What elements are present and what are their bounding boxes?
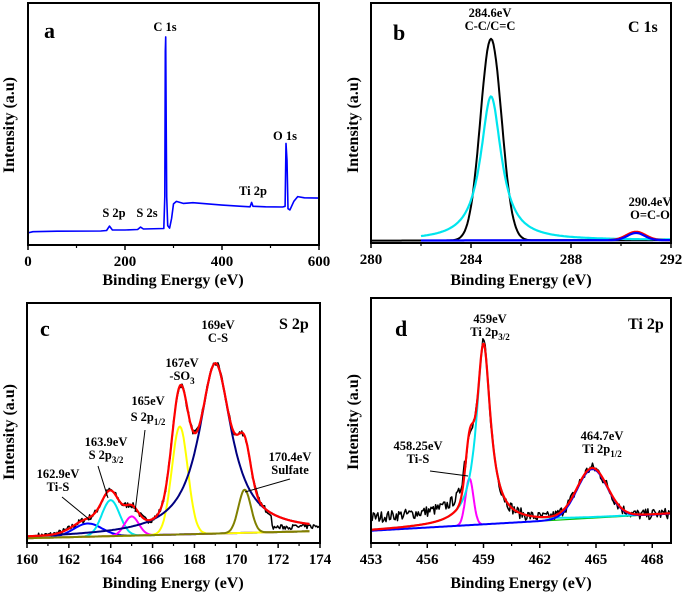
x-axis-label-a: Binding Energy (eV) [102, 272, 244, 289]
ann-sub: 3/2 [498, 331, 510, 342]
x-tick-label: 288 [560, 252, 583, 268]
panel-letter-a: a [44, 18, 55, 43]
annotation-leader-line [97, 465, 109, 499]
peak-curve-data-0 [371, 37, 671, 242]
ann-line: 290.4eV [628, 195, 672, 209]
panel-title-b: C 1s [628, 19, 658, 36]
ann-line: 170.4eV [268, 450, 312, 464]
annotation-290-4: 290.4eV O=C-O [629, 196, 672, 221]
ann-line: 458.25eV [393, 439, 443, 453]
panel-title-c: S 2p [279, 316, 309, 333]
plot-frame-d [370, 297, 672, 544]
ann-line: Ti 2p [582, 441, 611, 456]
x-tick-label: 166 [141, 552, 164, 568]
x-tick-label: 400 [211, 254, 234, 270]
annotation-458-25: 458.25eV Ti-S [394, 440, 443, 465]
annotation-464-7: 464.7eV Ti 2p1/2 [581, 430, 624, 459]
y-axis-label-b: Intensity (a.u) [345, 76, 362, 174]
fit-component-5 [27, 488, 310, 540]
x-tick-label: 174 [309, 552, 332, 568]
ann-line: -SO [169, 368, 191, 383]
ann-sub: 3/2 [111, 454, 124, 465]
x-tick-label: 284 [460, 252, 483, 268]
annotation-c1s: C 1s [153, 20, 177, 34]
annotation-leader-line [61, 496, 91, 521]
fit-envelope-line [370, 342, 672, 531]
x-tick-label: 292 [660, 252, 683, 268]
x-tick-label: 162 [58, 552, 81, 568]
annotation-163-9: 163.9eV S 2p3/2 [85, 436, 128, 465]
raw-data-line [370, 338, 672, 523]
x-tick-label: 468 [641, 552, 664, 568]
ann-line: 167eV [165, 356, 199, 370]
ann-line: Ti-S [46, 479, 70, 494]
x-tick-label: 172 [267, 552, 290, 568]
x-tick-label: 456 [416, 552, 439, 568]
annotation-167: 167eV -SO3 [165, 357, 198, 386]
fit-component-2 [370, 468, 672, 532]
x-tick-label: 168 [183, 552, 206, 568]
annotation-162-9: 162.9eV Ti-S [37, 468, 80, 493]
x-tick-label: 459 [472, 552, 495, 568]
ann-line: 284.6eV [468, 6, 512, 20]
annotation-169: 169eV C-S [201, 319, 234, 344]
x-axis-label-d: Binding Energy (eV) [450, 575, 592, 592]
ann-line: C-S [207, 330, 229, 345]
panel-title-d: Ti 2p [628, 316, 664, 333]
ann-line: O=C-O [630, 207, 670, 222]
x-tick-label: 453 [360, 552, 383, 568]
ann-line: Ti-S [406, 451, 430, 466]
annotation-165: 165eV S 2p1/2 [131, 395, 166, 427]
x-tick-label: 170 [225, 552, 248, 568]
annotation-ti2p: Ti 2p [239, 184, 267, 198]
x-tick-label: 0 [24, 254, 32, 270]
ann-sub: 3 [190, 375, 195, 386]
ann-line: 459eV [473, 312, 507, 326]
annotation-s2p: S 2p [102, 206, 126, 220]
fit-component-1 [370, 342, 672, 531]
ann-line: 162.9eV [36, 467, 80, 481]
ann-line: 169eV [201, 318, 235, 332]
ann-line: Sulfate [271, 462, 309, 477]
x-tick-label: 280 [360, 252, 383, 268]
annotation-leader-line [429, 470, 469, 477]
y-axis-label-d: Intensity (a.u) [345, 373, 362, 471]
x-tick-label: 164 [99, 552, 122, 568]
ann-line: 163.9eV [84, 435, 128, 449]
annotation-o1s: O 1s [273, 129, 297, 143]
panel-letter-c: c [40, 316, 50, 341]
annotation-170-4: 170.4eV Sulfate [269, 451, 312, 476]
ann-line: C-C/C=C [464, 18, 516, 33]
panel-letter-b: b [393, 20, 406, 45]
panel-letter-d: d [395, 316, 408, 341]
plot-frame-b [370, 2, 672, 244]
fit-envelope-line [26, 362, 310, 538]
x-tick-label: 160 [16, 552, 39, 568]
peak-curve-component-1 [420, 95, 672, 241]
y-axis-label-c: Intensity (a.u) [1, 383, 18, 481]
ann-sub: 1/2 [153, 416, 166, 427]
ann-line: S 2p [88, 447, 112, 462]
y-axis-label-a: Intensity (a.u) [1, 76, 18, 174]
annotation-284-6: 284.6eV C-C/C=C [465, 7, 516, 32]
x-tick-label: 600 [308, 254, 331, 270]
x-tick-label: 465 [585, 552, 608, 568]
annotation-leader-line [244, 478, 291, 493]
x-axis-label-b: Binding Energy (eV) [450, 272, 592, 289]
ann-line: 165eV [131, 394, 165, 408]
annotation-s2s: S 2s [136, 206, 158, 220]
survey-spectrum-line [27, 36, 320, 234]
x-tick-label: 462 [529, 552, 552, 568]
ann-line: Ti 2p [470, 324, 499, 339]
ann-sub: 1/2 [610, 448, 622, 459]
annotation-leader-line [134, 429, 146, 513]
x-tick-label: 200 [114, 254, 137, 270]
ann-line: 464.7eV [580, 429, 624, 443]
annotation-459: 459eV Ti 2p3/2 [470, 313, 509, 342]
ann-line: S 2p [130, 409, 154, 424]
x-axis-label-c: Binding Energy (eV) [102, 575, 244, 592]
peak-curve-component-3 [420, 231, 672, 242]
